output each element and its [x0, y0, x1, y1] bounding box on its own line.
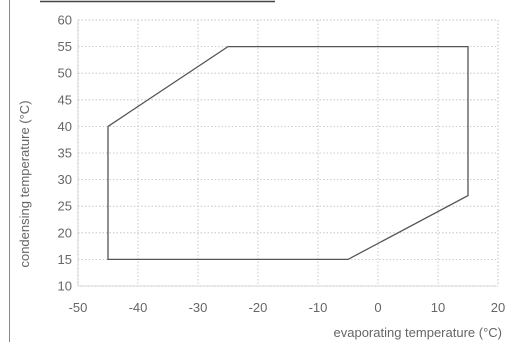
y-tick-label: 45 — [58, 92, 72, 107]
x-tick-label: -20 — [249, 300, 268, 315]
envelope-series — [107, 45, 469, 261]
y-tick-label: 40 — [58, 119, 72, 134]
y-tick-labels: 10 15 20 25 30 35 40 45 50 55 60 — [58, 13, 72, 294]
y-tick-label: 10 — [58, 279, 72, 294]
y-tick-label: 35 — [58, 146, 72, 161]
x-tick-labels: -50 -40 -30 -20 -10 0 10 20 — [69, 300, 506, 315]
y-tick-label: 30 — [58, 172, 72, 187]
y-tick-label: 50 — [58, 66, 72, 81]
x-tick-label: -30 — [189, 300, 208, 315]
grid-layer — [77, 19, 499, 287]
x-tick-label: -50 — [69, 300, 88, 315]
y-tick-label: 20 — [58, 225, 72, 240]
envelope-line — [107, 45, 469, 261]
plot-area-border — [77, 19, 499, 287]
x-tick-label: 10 — [431, 300, 445, 315]
y-axis-label: condensing temperature (°C) — [17, 100, 32, 267]
x-tick-label: 0 — [374, 300, 381, 315]
y-tick-label: 25 — [58, 199, 72, 214]
y-tick-label: 55 — [58, 39, 72, 54]
x-tick-label: -40 — [129, 300, 148, 315]
y-tick-label: 15 — [58, 252, 72, 267]
x-tick-label: -10 — [309, 300, 328, 315]
x-tick-label: 20 — [491, 300, 505, 315]
x-axis-label: evaporating temperature (°C) — [334, 325, 503, 340]
y-tick-label: 60 — [58, 13, 72, 28]
